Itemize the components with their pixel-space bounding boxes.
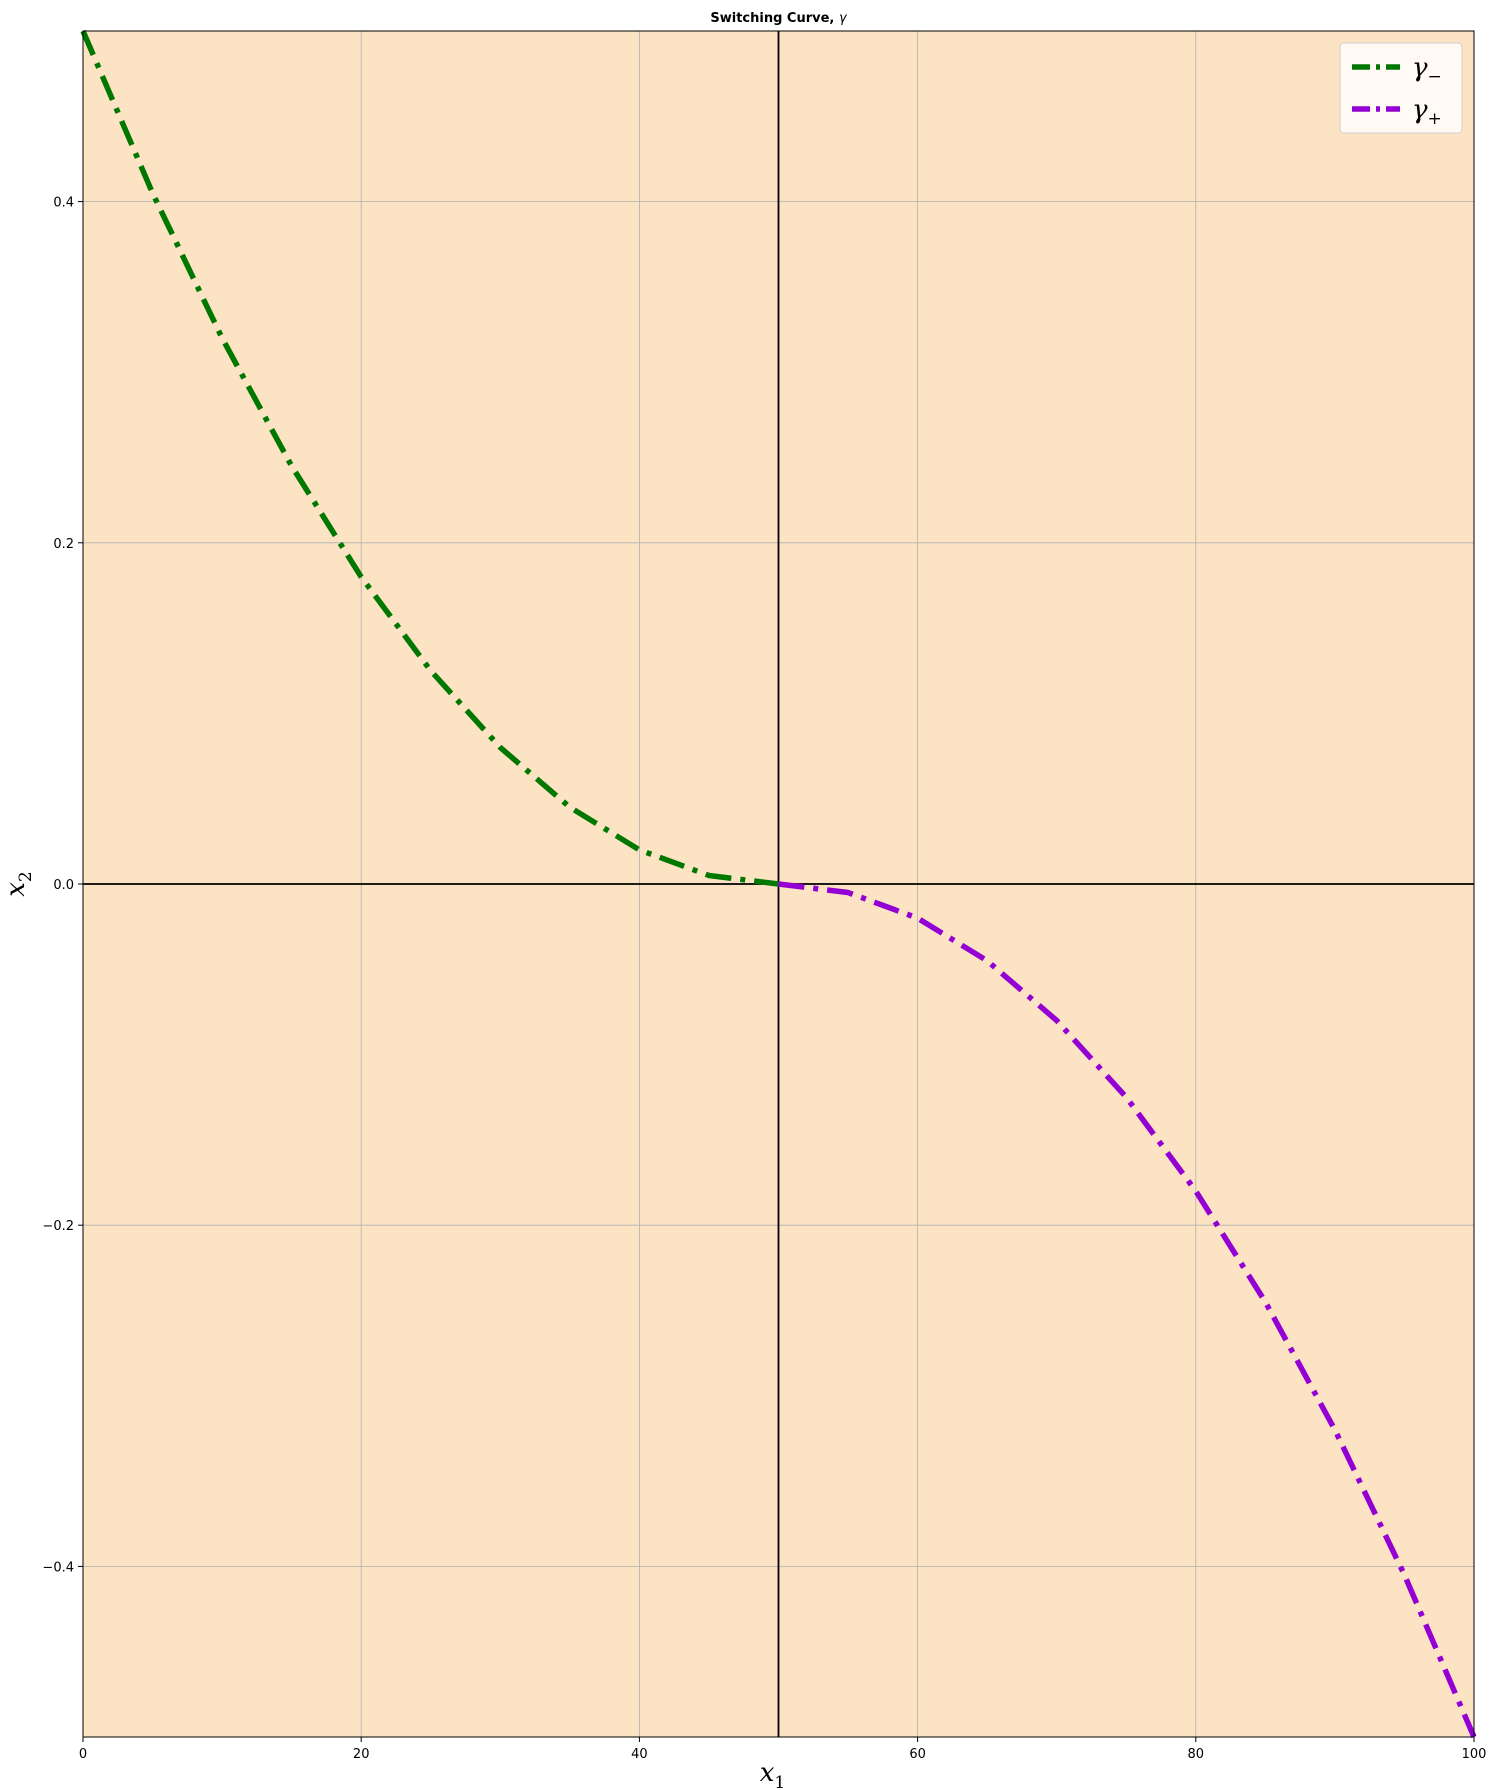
x-axis-label-subscript: 1 xyxy=(774,1773,785,1790)
legend-label-0: γ− xyxy=(1412,53,1442,87)
legend-label-symbol: γ xyxy=(1412,53,1428,83)
x-tick-label: 60 xyxy=(909,1747,926,1762)
x-tick-label: 40 xyxy=(631,1747,648,1762)
x-axis-ticks: 0 20 40 60 80 100 xyxy=(79,1737,1487,1762)
chart-title-main: Switching Curve, xyxy=(710,11,839,26)
legend: γ−γ+ xyxy=(1339,42,1463,134)
legend-label-subscript: − xyxy=(1428,67,1442,87)
series-layer xyxy=(80,29,1477,1739)
series-line-0 xyxy=(80,29,779,887)
chart-title: Switching Curve, γ xyxy=(710,11,848,26)
legend-box xyxy=(1339,42,1463,134)
y-tick-label: 0.4 xyxy=(53,196,74,211)
x-tick-label: 100 xyxy=(1462,1747,1487,1762)
chart-title-symbol: γ xyxy=(839,11,848,26)
y-axis-ticks: −0.4 −0.2 0.0 0.2 0.4 xyxy=(42,196,83,1575)
x-axis-label-main: x xyxy=(760,1758,775,1788)
y-axis-label: x2 xyxy=(1,871,36,897)
legend-label-subscript: + xyxy=(1428,109,1442,129)
x-axis-label: x1 xyxy=(760,1758,786,1790)
y-tick-label: 0.2 xyxy=(53,537,74,552)
x-tick-label: 20 xyxy=(353,1747,370,1762)
x-tick-label: 0 xyxy=(79,1747,87,1762)
legend-label-symbol: γ xyxy=(1412,95,1428,125)
y-tick-label: −0.4 xyxy=(42,1560,74,1575)
legend-label-1: γ+ xyxy=(1412,95,1442,129)
y-tick-label: −0.2 xyxy=(42,1219,74,1234)
series-line-1 xyxy=(778,881,1477,1739)
y-axis-label-subscript: 2 xyxy=(16,871,36,882)
y-tick-label: 0.0 xyxy=(53,878,74,893)
x-tick-label: 80 xyxy=(1188,1747,1205,1762)
y-axis-label-main: x xyxy=(1,882,31,897)
